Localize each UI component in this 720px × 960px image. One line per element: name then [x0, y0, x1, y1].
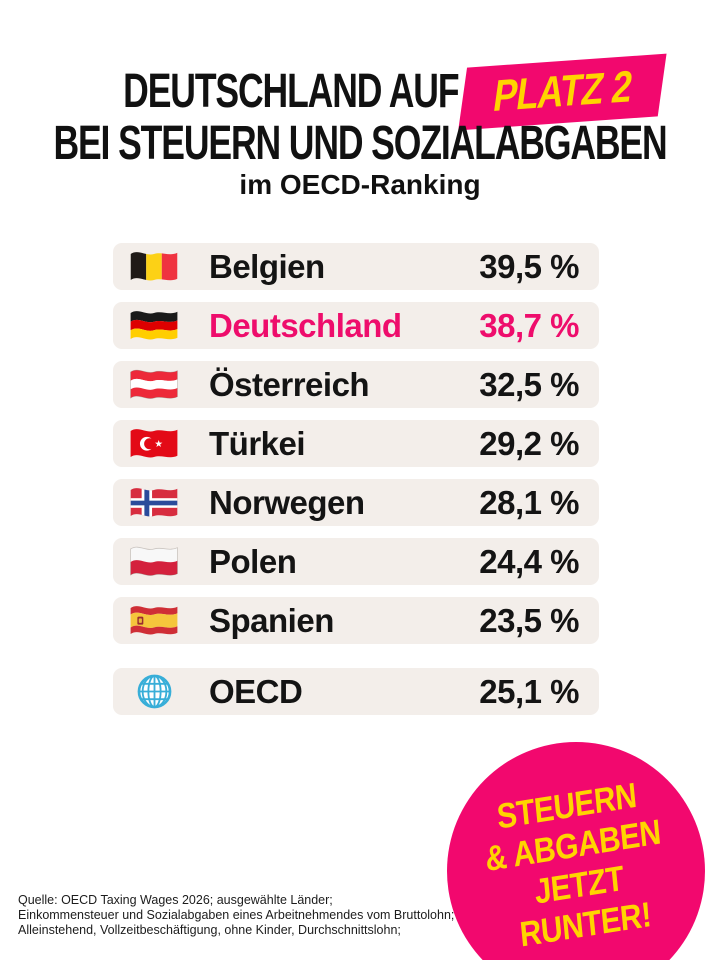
country-label: Österreich	[209, 365, 370, 403]
value-label: 24,4 %	[479, 542, 579, 580]
country-label: Türkei	[209, 424, 306, 462]
source-line-3: Alleinstehend, Vollzeitbeschäftigung, oh…	[18, 923, 401, 938]
title-line-2: BEI STEUERN UND SOZIALABGABEN	[0, 118, 720, 170]
flag-spain-icon	[127, 600, 181, 642]
source-line-1: Quelle: OECD Taxing Wages 2026; ausgewäh…	[18, 893, 333, 907]
value-label: 39,5 %	[479, 247, 579, 285]
ranking-row-belgien: Belgien 39,5 %	[113, 243, 599, 290]
flag-poland-icon	[127, 541, 181, 583]
ranking-row-deutschland: Deutschland 38,7 %	[113, 302, 599, 349]
flag-belgium-icon	[127, 246, 181, 288]
value-label: 28,1 %	[479, 483, 579, 521]
title-line-1: DEUTSCHLAND AUF PLATZ 2	[5, 53, 667, 131]
value-label: 25,1 %	[479, 672, 579, 710]
ranking-row-norwegen: Norwegen 28,1 %	[113, 479, 599, 526]
ranking-row-oesterreich: Österreich 32,5 %	[113, 361, 599, 408]
source-note: Quelle: OECD Taxing Wages 2026; ausgewäh…	[18, 893, 454, 939]
country-label: OECD	[209, 672, 303, 710]
flag-turkey-icon	[127, 423, 181, 465]
value-label: 32,5 %	[479, 365, 579, 403]
ranking-row-spanien: Spanien 23,5 %	[113, 597, 599, 644]
country-label: Spanien	[209, 601, 334, 639]
country-label: Norwegen	[209, 483, 365, 521]
source-line-2: Einkommensteuer und Sozialabgaben eines …	[18, 908, 455, 923]
country-label: Deutschland	[209, 306, 402, 344]
flag-norway-icon	[127, 482, 181, 524]
ranking-list: Belgien 39,5 % Deutschland 38,7 %	[113, 243, 599, 727]
country-label: Polen	[209, 542, 297, 580]
ranking-row-tuerkei: Türkei 29,2 %	[113, 420, 599, 467]
ranking-row-polen: Polen 24,4 %	[113, 538, 599, 585]
value-label: 23,5 %	[479, 601, 579, 639]
title-text-line-1: DEUTSCHLAND AUF	[123, 65, 459, 118]
flag-austria-icon	[127, 364, 181, 406]
title-text-line-2: BEI STEUERN UND SOZIALABGABEN	[53, 117, 667, 170]
globe-with-meridians-icon	[127, 669, 181, 714]
country-label: Belgien	[209, 247, 325, 285]
ranking-row-oecd: OECD 25,1 %	[113, 668, 599, 715]
value-label: 38,7 %	[479, 306, 579, 344]
subtitle: im OECD-Ranking	[239, 169, 481, 200]
value-label: 29,2 %	[479, 424, 579, 462]
flag-germany-icon	[127, 305, 181, 347]
campaign-badge-text: STEUERN & ABGABEN JETZT RUNTER!	[462, 771, 691, 960]
campaign-badge: STEUERN & ABGABEN JETZT RUNTER!	[447, 742, 705, 960]
